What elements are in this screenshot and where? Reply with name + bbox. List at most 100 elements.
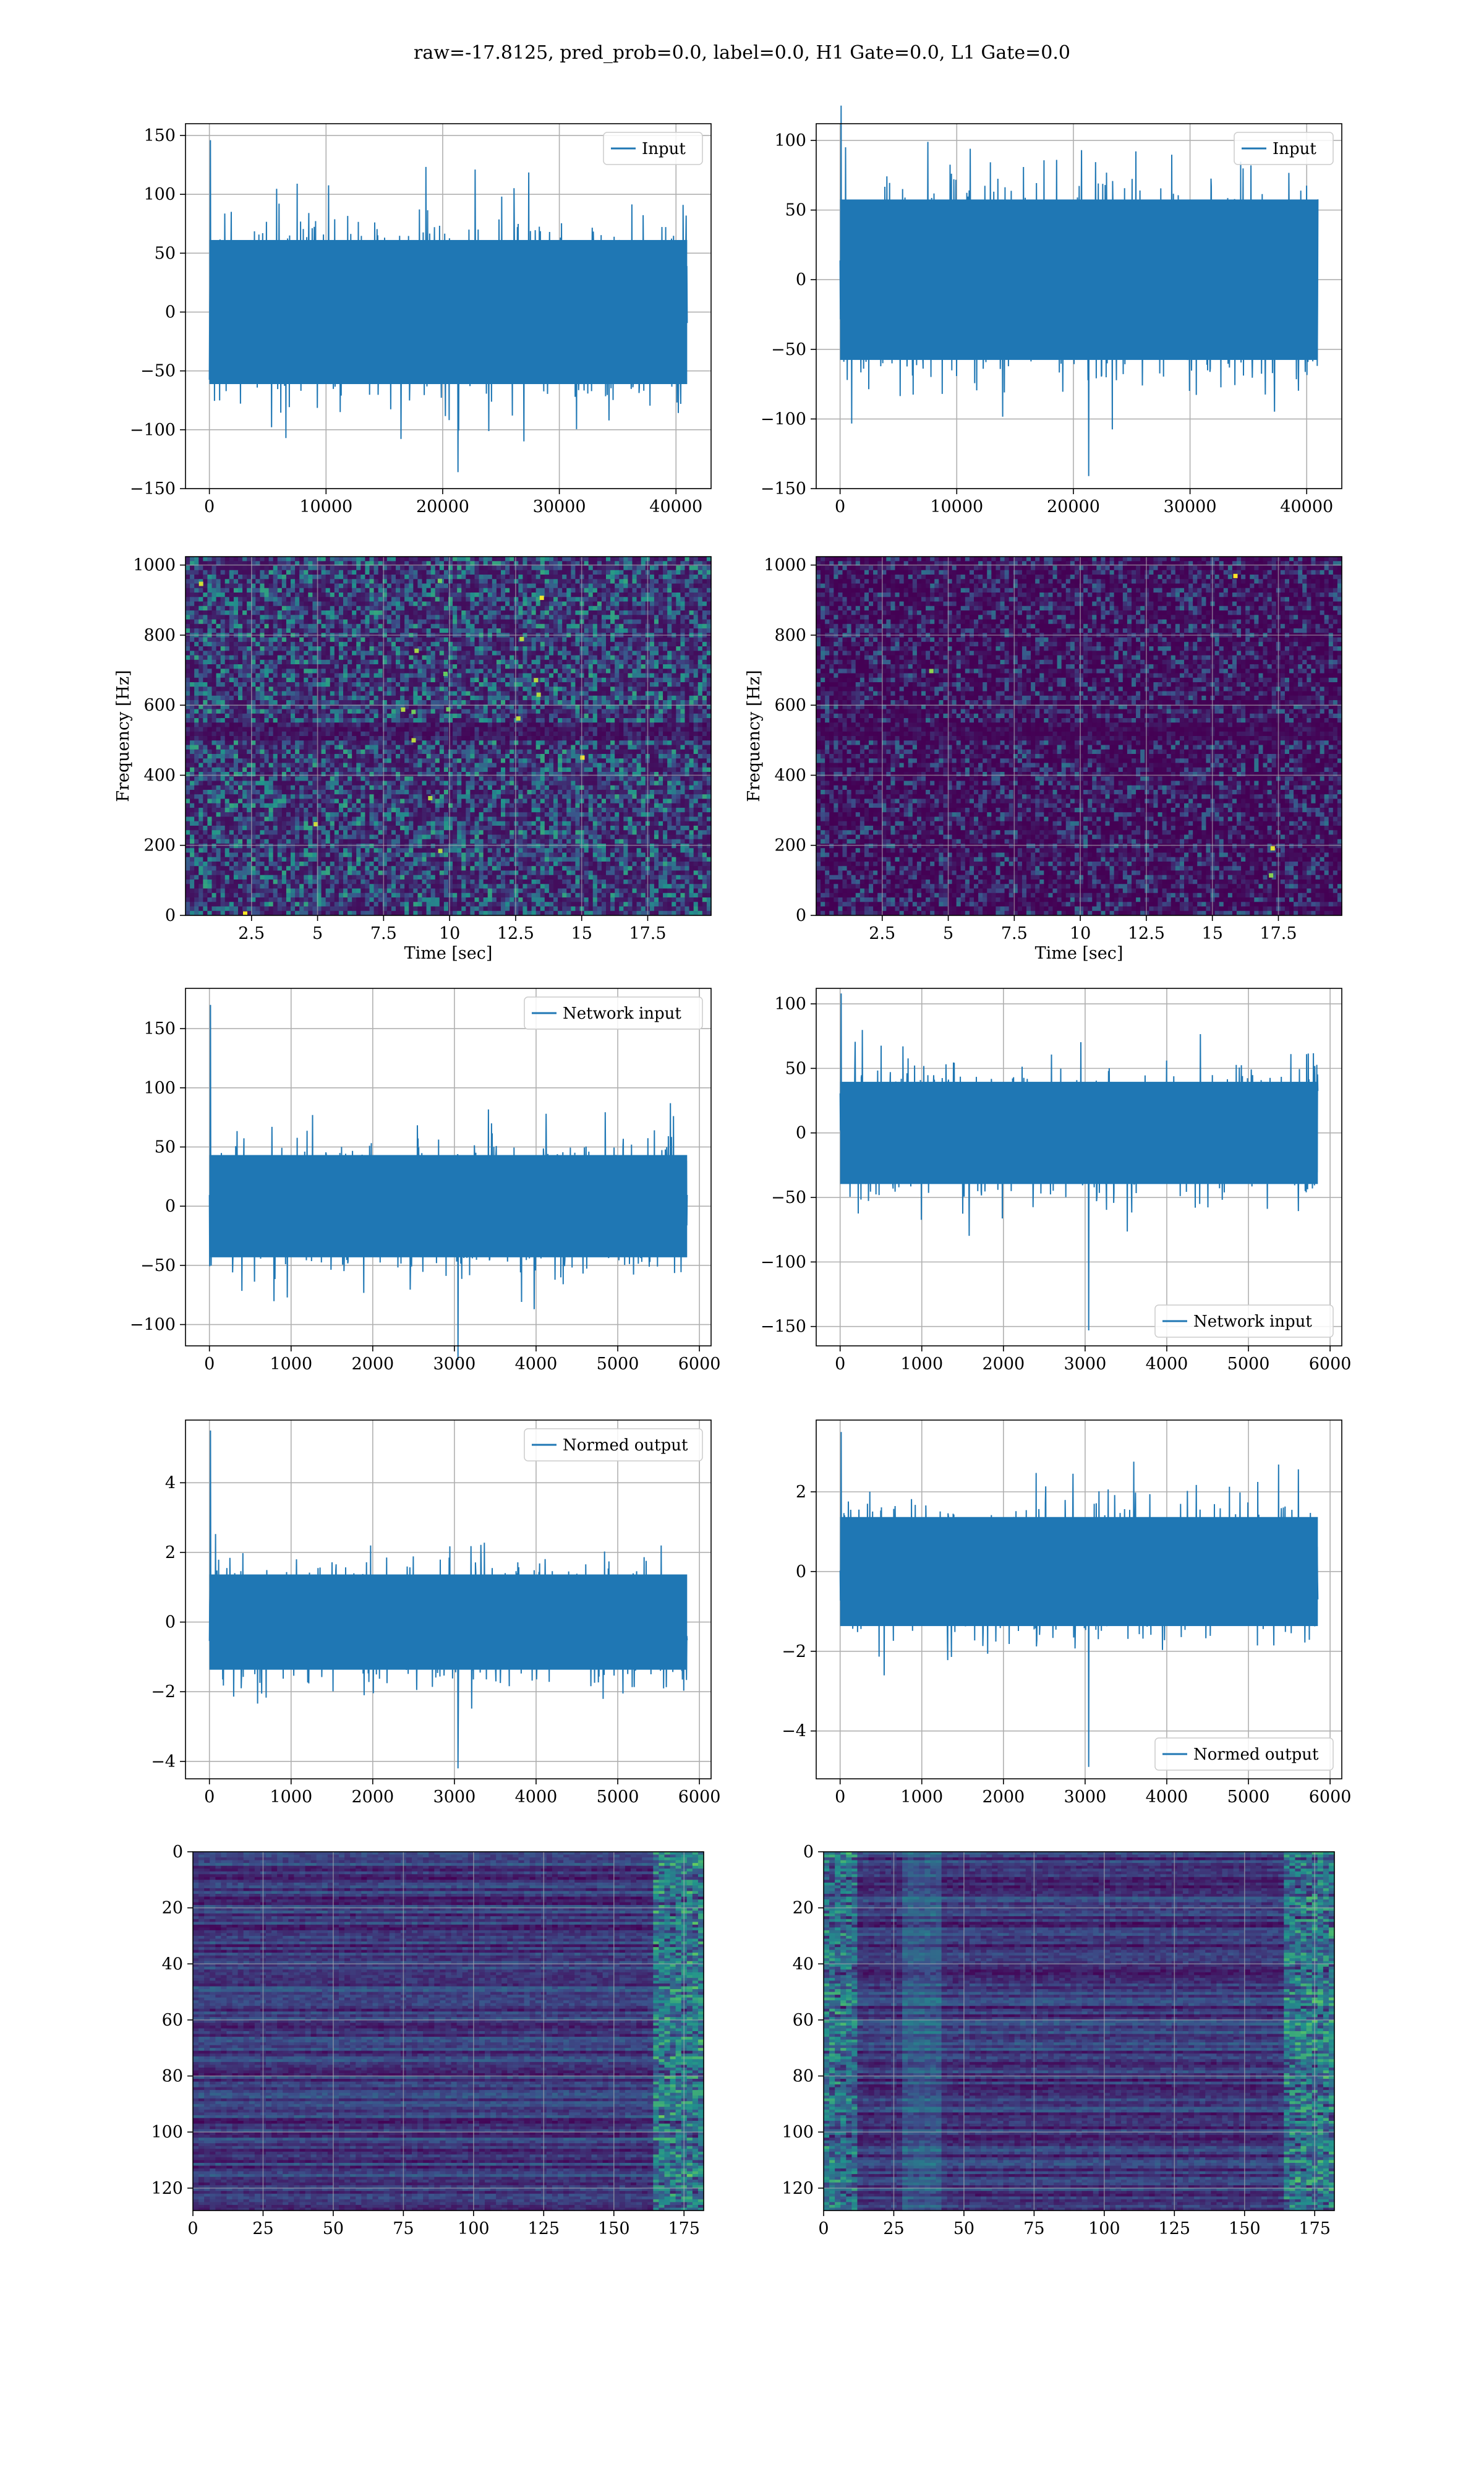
spectrogram-cell [348,651,352,656]
spectrogram-cell [369,713,375,719]
spectrogram-cell [426,844,432,849]
spectrogram-cell [413,669,419,674]
spectrogram-cell [382,593,388,597]
spectrogram-cell [439,902,445,907]
spectrogram-cell [325,785,331,790]
spectrogram-cell [238,687,243,692]
spectrogram-cell [426,664,432,669]
spectrogram-cell [400,677,405,683]
spectrogram-cell [343,892,348,898]
spectrogram-cell [435,727,440,732]
spectrogram-cell [391,691,396,696]
spectrogram-cell [435,700,440,705]
spectrogram-cell [277,579,283,584]
spectrogram-cell [343,593,348,597]
spectrogram-cell [343,844,348,849]
spectrogram-cell [396,687,401,692]
spectrogram-cell [373,677,379,683]
spectrogram-cell [295,664,300,669]
spectrogram-cell [430,731,436,737]
spectrogram-cell [308,557,313,562]
spectrogram-cell [194,826,199,831]
spectrogram-cell [378,852,383,858]
spectrogram-cell [317,902,322,907]
spectrogram-cell [404,870,409,876]
spectrogram-cell [194,794,199,800]
spectrogram-cell [404,700,409,705]
spectrogram-cell [356,669,361,674]
spectrogram-cell [439,722,445,728]
spectrogram-cell [348,682,352,687]
spectrogram-cell [273,619,278,625]
spectrogram-cell [360,834,366,840]
spectrogram-cell [242,651,247,656]
spectrogram-cell [317,880,322,884]
spectrogram-cell [268,677,274,683]
spectrogram-cell [369,731,375,737]
spectrogram-cell [338,763,344,768]
spectrogram-cell [268,579,274,584]
spectrogram-cell [211,758,217,764]
spectrogram-cell [260,816,265,822]
spectrogram-cell [325,651,331,656]
spectrogram-cell [396,758,401,764]
spectrogram-cell [286,781,291,786]
spectrogram-cell [365,575,370,580]
spectrogram-cell [255,880,261,884]
spectrogram-cell [404,790,409,795]
spectrogram-cell [247,682,252,687]
spectrogram-cell [443,651,449,656]
spectrogram-cell [439,695,445,701]
spectrogram-cell [378,803,383,808]
spectrogram-cell [396,561,401,567]
spectrogram-cell [207,866,213,871]
spectrogram-cell [229,852,234,858]
spectrogram-cell [409,785,414,790]
spectrogram-cell [295,691,300,696]
spectrogram-cell [203,579,208,584]
spectrogram-cell [238,682,243,687]
spectrogram-cell [220,637,226,643]
spectrogram-cell [198,834,203,840]
spectrogram-cell [325,844,331,849]
spectrogram-cell [186,597,190,602]
spectrogram-cell [409,844,414,849]
spectrogram-cell [299,682,304,687]
spectrogram-cell [404,718,409,723]
spectrogram-cell [373,669,379,674]
spectrogram-cell [268,615,274,620]
spectrogram-cell [334,906,339,912]
spectrogram-cell [203,610,208,615]
spectrogram-cell [277,763,283,768]
spectrogram-cell [391,808,396,813]
spectrogram-cell [255,637,261,643]
spectrogram-cell [312,776,318,782]
spectrogram-cell [321,593,326,597]
spectrogram-cell [260,848,265,854]
legend-box [1234,132,1334,165]
spectrogram-cell [291,718,296,723]
spectrogram-cell [242,798,247,804]
spectrogram-cell [448,677,453,683]
spectrogram-cell [304,731,309,737]
spectrogram-cell [330,722,335,728]
spectrogram-cell [224,610,230,615]
spectrogram-cell [277,857,283,862]
spectrogram-cell [396,816,401,822]
spectrogram-cell [194,713,199,719]
spectrogram-cell [448,655,453,661]
spectrogram-cell [439,758,445,764]
spectrogram-cell [277,862,283,867]
spectrogram-cell [238,601,243,607]
spectrogram-cell [277,583,283,589]
spectrogram-cell [348,615,352,620]
spectrogram-cell [369,875,375,880]
spectrogram-cell [360,673,366,678]
spectrogram-cell [417,785,423,790]
spectrogram-cell [312,615,318,620]
spectrogram-cell [343,830,348,836]
spectrogram-cell [277,736,283,741]
spectrogram-cell [268,575,274,580]
x-tick-label: 20000 [416,497,469,516]
spectrogram-cell [291,709,296,714]
